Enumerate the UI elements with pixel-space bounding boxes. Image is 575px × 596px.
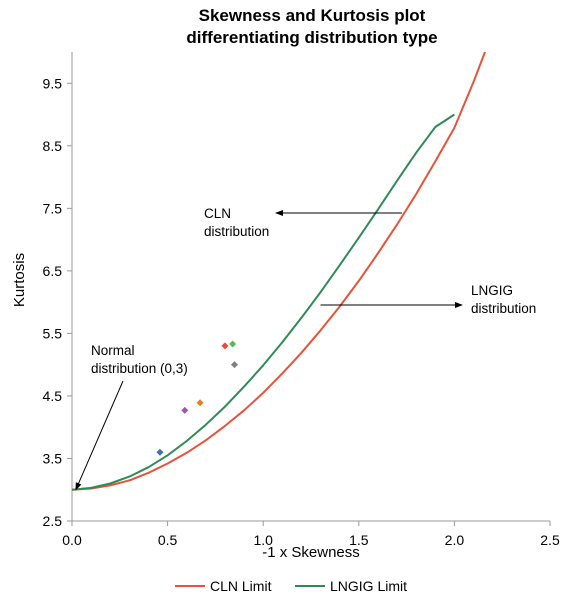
data-point <box>221 342 229 350</box>
legend-label-lngig: LNGIG Limit <box>330 578 407 594</box>
y-tick-label: 9.5 <box>43 75 63 91</box>
x-tick-label: 0.5 <box>158 532 178 548</box>
data-point <box>229 340 237 348</box>
y-tick-label: 6.5 <box>43 263 63 279</box>
x-axis-label: -1 x Skewness <box>262 544 360 561</box>
y-tick-label: 7.5 <box>43 200 63 216</box>
annotation-normal: Normal distribution (0,3) <box>75 343 188 491</box>
data-point <box>181 406 189 414</box>
annotation-cln: CLN distribution <box>204 206 402 239</box>
y-tick-label: 5.5 <box>43 325 63 341</box>
data-point <box>156 448 164 456</box>
legend-label-cln: CLN Limit <box>210 578 272 594</box>
x-tick-label: 1.5 <box>349 532 369 548</box>
annotation-cln-line-2: distribution <box>204 224 269 239</box>
annotation-normal-arrow <box>75 380 124 491</box>
x-tick-label: 0.0 <box>62 532 82 548</box>
y-tick-label: 8.5 <box>43 138 63 154</box>
y-ticks: 2.5 3.5 4.5 5.5 6.5 7.5 8.5 9.5 <box>43 75 72 529</box>
annotation-cln-line-1: CLN <box>204 206 231 221</box>
annotation-normal-line-1: Normal <box>91 343 135 358</box>
data-point <box>196 399 204 407</box>
points-layer <box>156 340 239 456</box>
x-tick-label: 2.5 <box>540 532 560 548</box>
chart-title-line-2: differentiating distribution type <box>186 28 437 47</box>
annotation-lngig-line-2: distribution <box>471 301 536 316</box>
series-layer <box>71 51 486 491</box>
y-tick-label: 2.5 <box>43 513 63 529</box>
x-tick-label: 1.0 <box>253 532 273 548</box>
x-ticks: 0.0 0.5 1.0 1.5 2.0 2.5 <box>62 521 560 548</box>
y-tick-label: 3.5 <box>43 450 63 466</box>
series-line-lngig-limit <box>71 113 455 491</box>
series-line-cln-limit <box>71 51 486 491</box>
y-tick-label: 4.5 <box>43 388 63 404</box>
x-tick-label: 2.0 <box>445 532 465 548</box>
annotation-lngig: LNGIG distribution <box>320 283 536 316</box>
chart-title-line-1: Skewness and Kurtosis plot <box>199 6 426 25</box>
data-point <box>231 361 239 369</box>
y-axis-label: Kurtosis <box>11 253 28 307</box>
annotation-normal-line-2: distribution (0,3) <box>91 361 188 376</box>
annotation-lngig-line-1: LNGIG <box>471 283 513 298</box>
legend: CLN Limit LNGIG Limit <box>175 578 407 594</box>
